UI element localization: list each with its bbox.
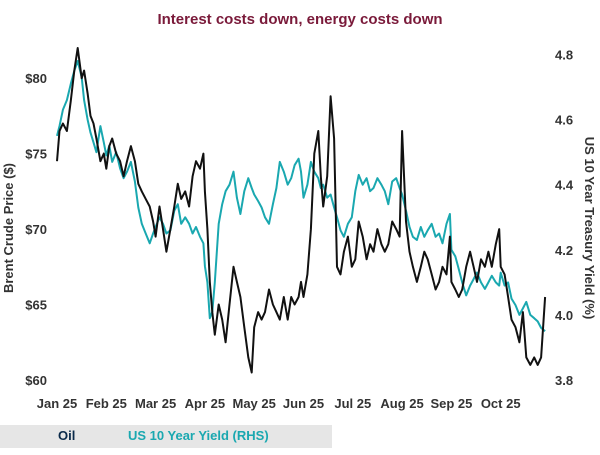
oil-series-line xyxy=(56,47,547,374)
legend-yield: US 10 Year Yield (RHS) xyxy=(128,428,269,443)
x-tick-label: Jun 25 xyxy=(283,396,324,411)
y-tick-label: $70 xyxy=(25,222,47,237)
series-layer xyxy=(56,47,547,374)
x-tick-label: May 25 xyxy=(233,396,276,411)
y-axis-label: Brent Crude Price ($) xyxy=(1,163,16,293)
legend: Oil US 10 Year Yield (RHS) xyxy=(0,425,332,448)
x-tick-label: Mar 25 xyxy=(135,396,176,411)
x-tick-label: Jul 25 xyxy=(334,396,371,411)
chart-title: Interest costs down, energy costs down xyxy=(157,11,442,28)
y2-tick-label: 4.6 xyxy=(555,113,573,128)
y2-tick-label: 4.4 xyxy=(555,178,574,193)
x-tick-label: Apr 25 xyxy=(185,396,225,411)
y2-axis-label: US 10 Year Treasury Yield (%) xyxy=(582,137,597,320)
y-tick-label: $75 xyxy=(25,147,47,162)
right-axis-ticks: 3.8 4.0 4.2 4.4 4.6 4.8 xyxy=(555,48,574,388)
chart: Interest costs down, energy costs down $… xyxy=(1,11,597,411)
y2-tick-label: 4.0 xyxy=(555,308,573,323)
x-axis-ticks: Jan 25 Feb 25 Mar 25 Apr 25 May 25 Jun 25 Jul … xyxy=(37,396,521,411)
yield-series-line xyxy=(56,60,546,332)
x-tick-label: Jan 25 xyxy=(37,396,77,411)
x-tick-label: Sep 25 xyxy=(430,396,472,411)
left-axis-ticks: $60 $65 $70 $75 $80 xyxy=(25,71,47,388)
y-tick-label: $60 xyxy=(25,373,47,388)
x-tick-label: Aug 25 xyxy=(380,396,423,411)
y2-tick-label: 4.2 xyxy=(555,243,573,258)
y-tick-label: $80 xyxy=(25,71,47,86)
x-tick-label: Feb 25 xyxy=(86,396,127,411)
legend-oil: Oil xyxy=(58,428,76,443)
y2-tick-label: 4.8 xyxy=(555,48,573,63)
x-tick-label: Oct 25 xyxy=(481,396,521,411)
y-tick-label: $65 xyxy=(25,298,47,313)
y2-tick-label: 3.8 xyxy=(555,373,573,388)
